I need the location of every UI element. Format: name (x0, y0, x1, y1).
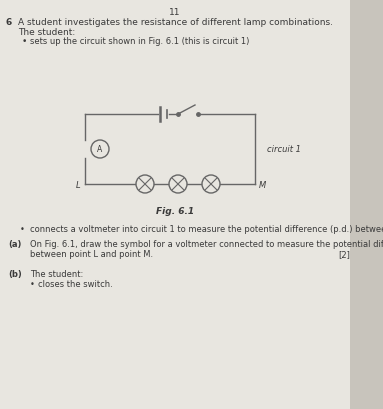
Text: connects a voltmeter into circuit 1 to measure the potential difference (p.d.) b: connects a voltmeter into circuit 1 to m… (30, 225, 383, 234)
Text: •: • (30, 279, 35, 288)
Circle shape (169, 175, 187, 193)
Text: L: L (75, 181, 80, 190)
Circle shape (136, 175, 154, 193)
Text: The student:: The student: (18, 28, 75, 37)
Text: The student:: The student: (30, 270, 83, 278)
Text: circuit 1: circuit 1 (267, 145, 301, 154)
Text: closes the switch.: closes the switch. (38, 279, 113, 288)
Text: •: • (22, 37, 27, 46)
Text: 11: 11 (169, 8, 181, 17)
Text: On Fig. 6.1, draw the symbol for a voltmeter connected to measure the potential : On Fig. 6.1, draw the symbol for a voltm… (30, 239, 383, 248)
Text: M: M (259, 181, 266, 190)
Text: 6: 6 (5, 18, 11, 27)
Text: A: A (97, 145, 103, 154)
Text: •: • (20, 225, 25, 234)
Text: between point L and point M.: between point L and point M. (30, 249, 153, 258)
Circle shape (91, 141, 109, 159)
Text: (b): (b) (8, 270, 22, 278)
Text: [2]: [2] (338, 249, 350, 258)
Text: Fig. 6.1: Fig. 6.1 (156, 207, 194, 216)
Text: A student investigates the resistance of different lamp combinations.: A student investigates the resistance of… (18, 18, 333, 27)
Text: (a): (a) (8, 239, 21, 248)
Circle shape (202, 175, 220, 193)
Text: sets up the circuit shown in Fig. 6.1 (this is circuit 1): sets up the circuit shown in Fig. 6.1 (t… (30, 37, 249, 46)
